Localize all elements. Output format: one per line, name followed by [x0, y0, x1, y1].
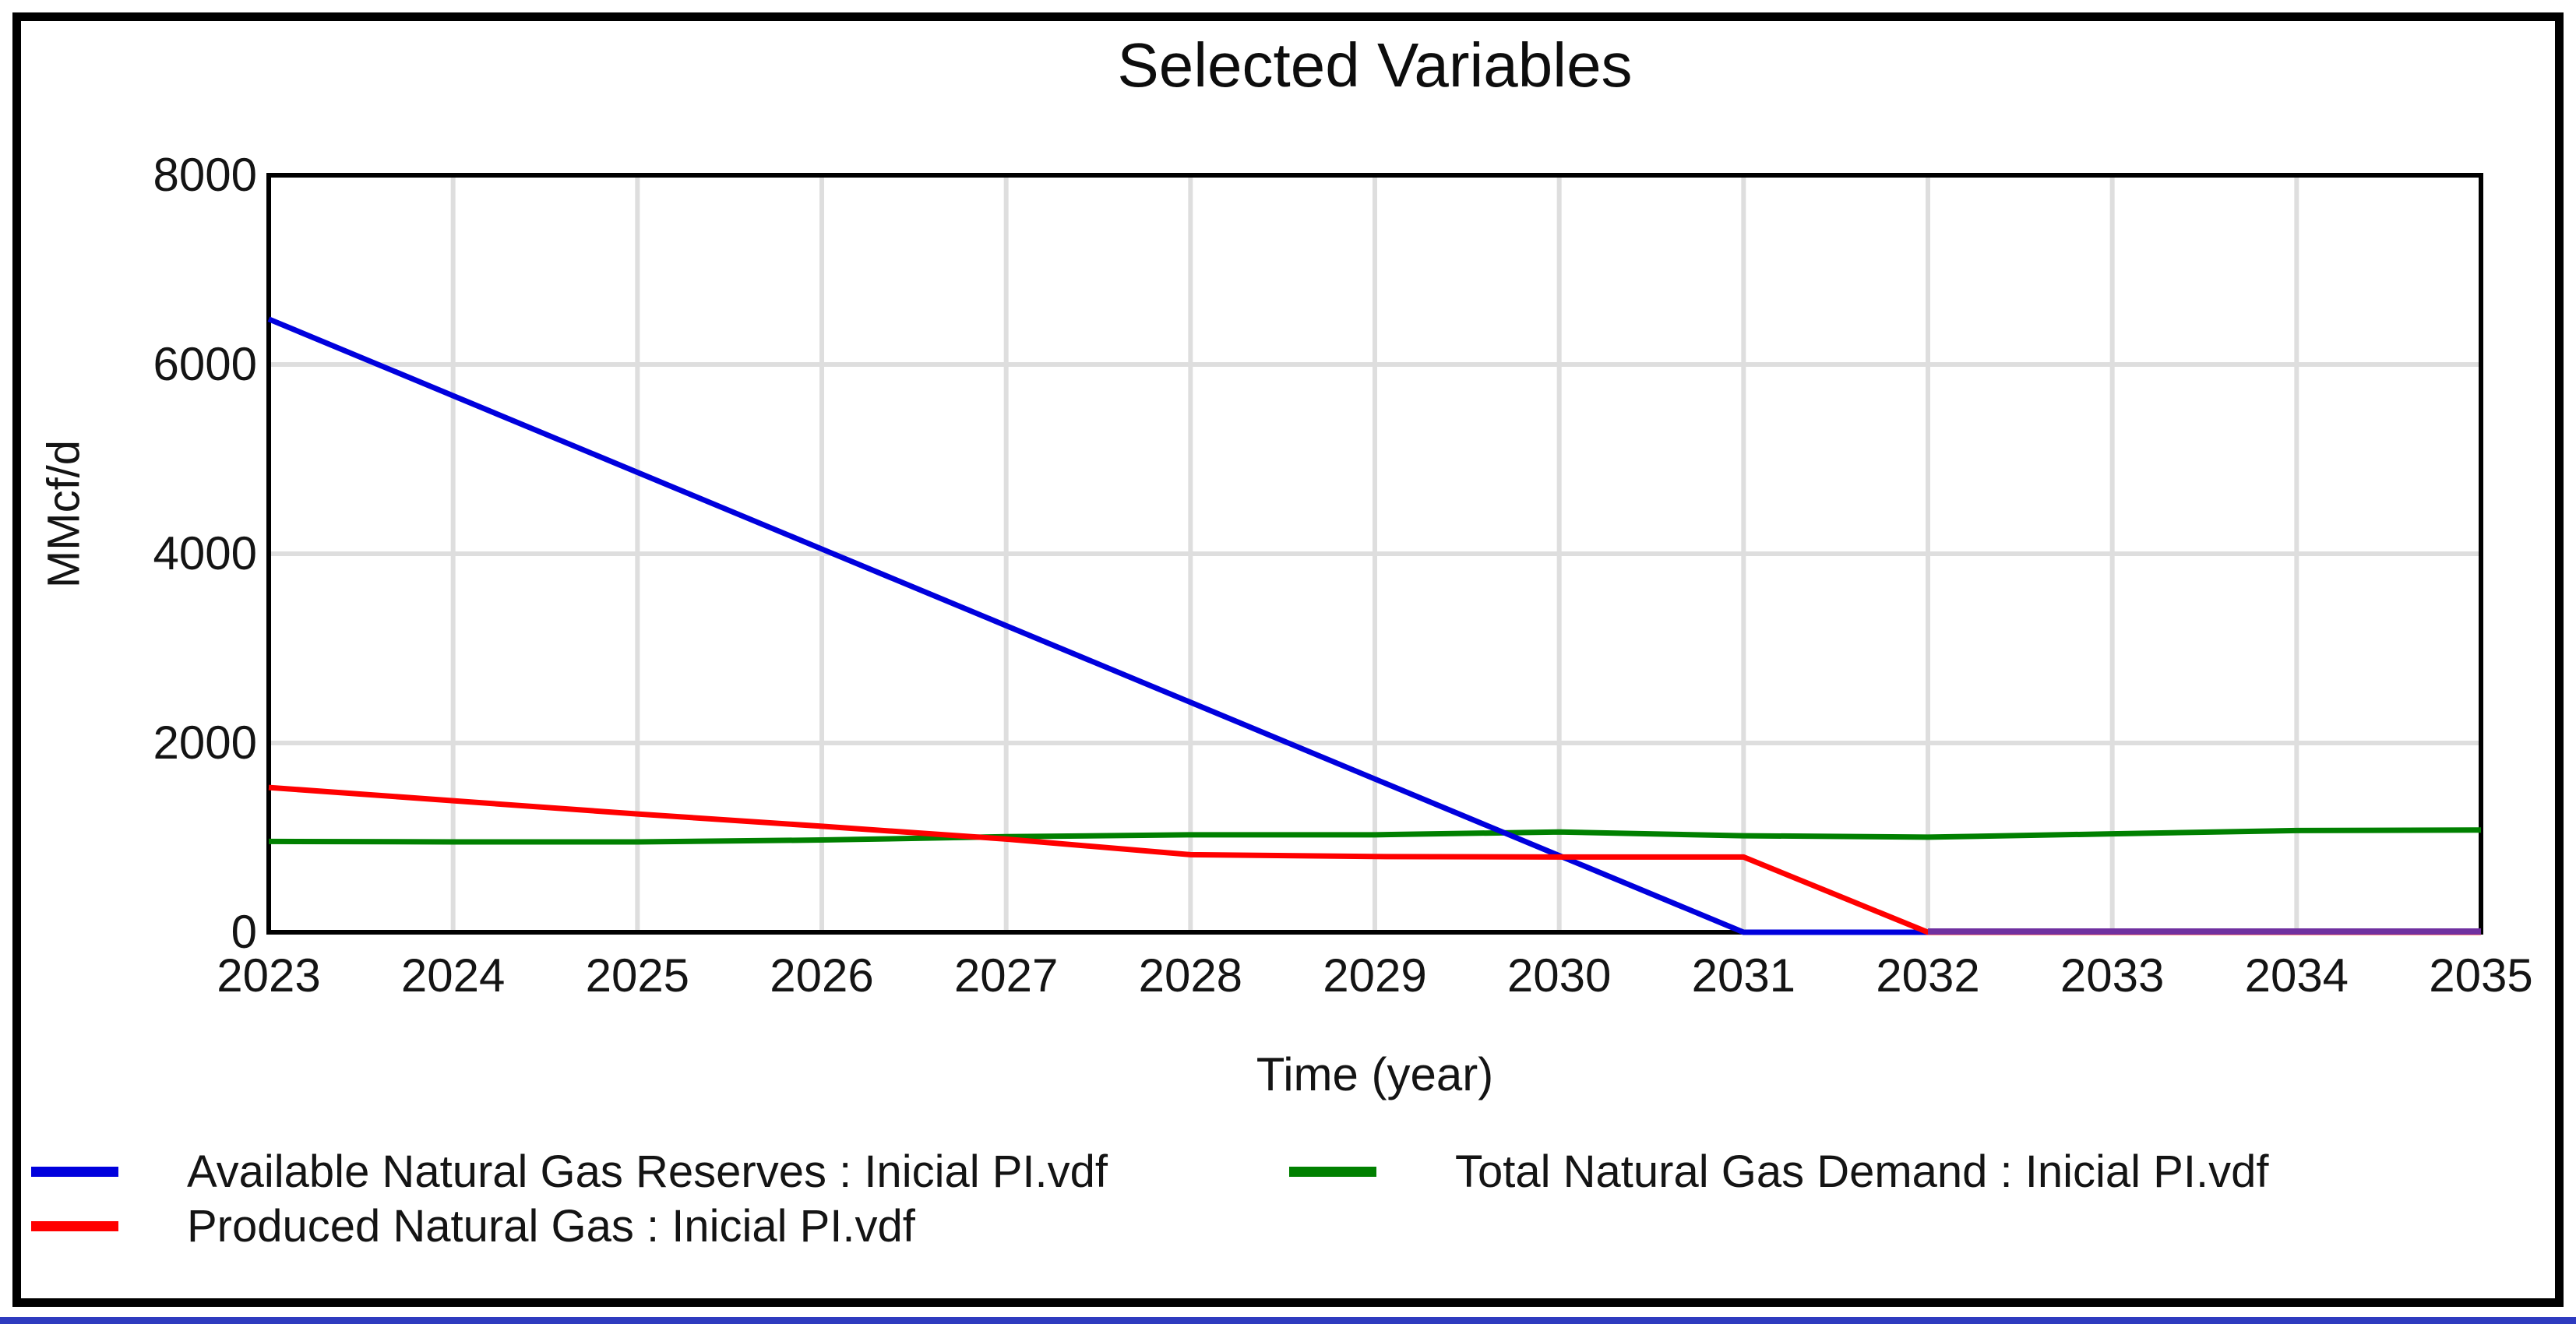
legend-swatch-demand: [1289, 1167, 1376, 1177]
y-tick-label: 2000: [153, 717, 257, 769]
x-axis-label: Time (year): [1256, 1048, 1494, 1100]
y-tick-label: 8000: [153, 149, 257, 201]
x-tick-label: 2025: [585, 949, 690, 1002]
x-tick-label: 2023: [217, 949, 321, 1002]
x-tick-label: 2035: [2429, 949, 2533, 1002]
legend-label-demand: Total Natural Gas Demand : Inicial PI.vd…: [1455, 1146, 2269, 1197]
y-axis-label: MMcf/d: [38, 439, 90, 589]
series-line-demand: [268, 827, 2482, 845]
legend-label-produced: Produced Natural Gas : Inicial PI.vdf: [187, 1201, 915, 1252]
x-tick-label: 2031: [1691, 949, 1796, 1002]
legend-label-reserves: Available Natural Gas Reserves : Inicial…: [187, 1146, 1108, 1197]
x-tick-label: 2034: [2244, 949, 2349, 1002]
plot-border: [266, 173, 2483, 935]
x-tick-label: 2032: [1876, 949, 1980, 1002]
window-edge-strip: [0, 1317, 2576, 1324]
x-tick-label: 2028: [1138, 949, 1243, 1002]
y-tick-label: 4000: [153, 527, 257, 579]
legend-swatch-reserves: [31, 1167, 118, 1177]
y-tick-label: 6000: [153, 338, 257, 390]
x-tick-label: 2033: [2060, 949, 2165, 1002]
x-tick-label: 2027: [953, 949, 1059, 1002]
chart-title: Selected Variables: [1117, 30, 1633, 100]
x-tick-label: 2030: [1506, 949, 1612, 1002]
x-tick-label: 2026: [770, 949, 874, 1002]
x-tick-label: 2029: [1323, 949, 1427, 1002]
x-tick-label: 2024: [400, 949, 506, 1002]
legend-swatch-produced: [31, 1221, 118, 1231]
y-tick-label: 0: [231, 906, 257, 958]
